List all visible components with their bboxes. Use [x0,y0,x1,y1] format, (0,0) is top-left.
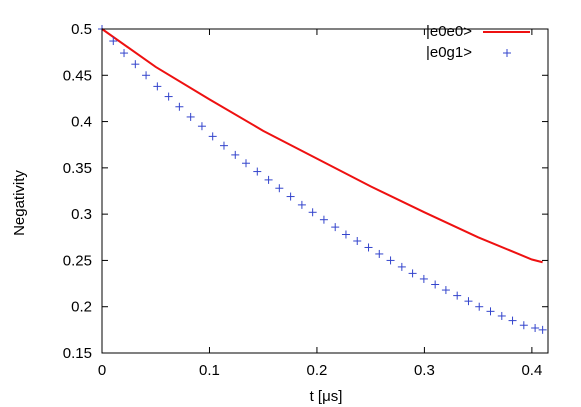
data-point-e0g1 [353,236,362,245]
data-point-e0g1 [231,150,240,159]
data-point-e0g1 [142,71,151,80]
data-point-e0g1 [208,132,217,141]
data-point-e0g1 [538,325,547,334]
data-point-e0g1 [197,122,206,131]
data-point-e0g1 [419,274,428,283]
data-point-e0g1 [341,230,350,239]
data-point-e0g1 [386,256,395,265]
plot-marks [98,25,547,334]
data-point-e0g1 [519,321,528,330]
data-point-e0g1 [109,37,118,46]
y-tick-label: 0.5 [71,21,92,38]
data-point-e0g1 [375,249,384,258]
legend-swatch-e0g1 [503,49,511,57]
legend: |e0e0> |e0g1> [426,23,530,61]
data-point-e0g1 [531,324,540,333]
data-point-e0g1 [164,92,173,101]
x-tick-label: 0.4 [521,362,542,379]
y-tick-label: 0.3 [71,206,92,223]
data-point-e0g1 [397,262,406,271]
data-point-e0g1 [508,316,517,325]
y-tick-label: 0.25 [63,252,92,269]
plot-frame [101,28,549,354]
y-axis-label: Negativity [11,170,28,236]
y-tick-label: 0.35 [63,160,92,177]
data-point-e0g1 [131,60,140,69]
data-point-e0g1 [186,112,195,121]
data-point-e0g1 [120,49,129,58]
x-tick-label: 0.3 [414,362,435,379]
data-point-e0g1 [319,215,328,224]
data-point-e0g1 [331,223,340,232]
legend-label-e0e0: |e0e0> [426,23,472,40]
data-point-e0g1 [275,184,284,193]
x-tick-label: 0.2 [307,362,328,379]
data-point-e0g1 [308,208,317,217]
data-point-e0g1 [475,302,484,311]
x-axis-label: t [μs] [310,388,343,405]
data-point-e0g1 [408,269,417,278]
data-point-e0g1 [286,192,295,201]
y-tick-label: 0.2 [71,299,92,316]
data-point-e0g1 [431,280,440,289]
data-point-e0g1 [464,297,473,306]
data-point-e0g1 [153,82,162,91]
axis-ticks: 0 0.1 0.2 0.3 0.4 0.15 0.2 0.25 0.3 0.35 0.4 0.45 0.… [63,21,548,379]
data-point-e0g1 [297,200,306,209]
y-tick-label: 0.4 [71,114,92,131]
series-line-e0e0 [101,28,543,264]
x-tick-label: 0 [98,362,106,379]
data-point-e0g1 [486,307,495,316]
data-point-e0g1 [242,159,251,168]
data-point-e0g1 [441,286,450,295]
data-point-e0g1 [253,167,262,176]
data-point-e0g1 [175,102,184,111]
data-point-e0g1 [497,311,506,320]
x-tick-label: 0.1 [199,362,220,379]
data-point-e0g1 [219,141,228,150]
y-tick-label: 0.15 [63,345,92,362]
data-point-e0g1 [364,243,373,252]
data-point-e0g1 [453,291,462,300]
legend-marker-plus [503,49,511,57]
y-tick-label: 0.45 [63,67,92,84]
legend-label-e0g1: |e0g1> [426,44,472,61]
data-point-e0g1 [264,175,273,184]
